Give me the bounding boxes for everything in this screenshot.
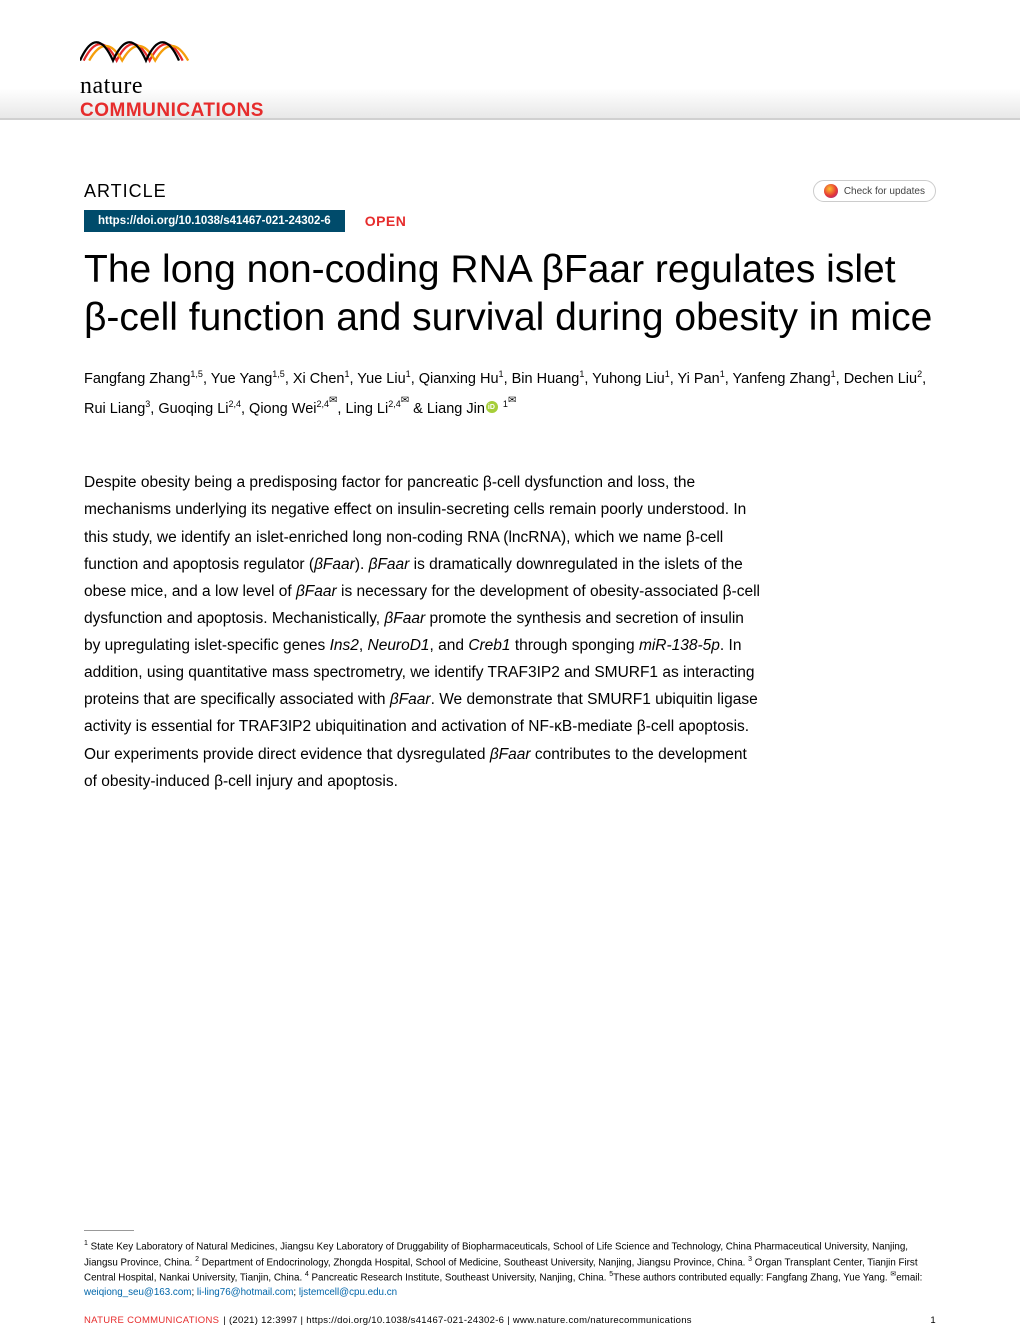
article-content: ARTICLE Check for updates https://doi.or…	[0, 120, 1020, 795]
affiliations-rule	[84, 1230, 134, 1231]
abstract: Despite obesity being a predisposing fac…	[84, 469, 764, 795]
journal-logo: nature COMMUNICATIONS	[80, 20, 264, 122]
article-label: ARTICLE	[84, 181, 167, 202]
doi-row: https://doi.org/10.1038/s41467-021-24302…	[84, 210, 936, 232]
article-title: The long non-coding RNA βFaar regulates …	[84, 246, 936, 341]
footer-journal: NATURE COMMUNICATIONS	[84, 1315, 219, 1326]
logo-wave-icon	[80, 20, 190, 70]
check-updates-label: Check for updates	[844, 186, 925, 197]
doi-link[interactable]: https://doi.org/10.1038/s41467-021-24302…	[84, 210, 345, 232]
logo-text-communications: COMMUNICATIONS	[80, 100, 264, 122]
journal-header: nature COMMUNICATIONS	[0, 0, 1020, 120]
page-footer: NATURE COMMUNICATIONS | (2021) 12:3997 |…	[84, 1315, 936, 1326]
author-list: Fangfang Zhang1,5, Yue Yang1,5, Xi Chen1…	[84, 367, 936, 421]
footer-page-number: 1	[930, 1315, 936, 1326]
check-updates-button[interactable]: Check for updates	[813, 180, 936, 202]
crossmark-icon	[824, 184, 838, 198]
affiliations-text: 1 State Key Laboratory of Natural Medici…	[84, 1239, 936, 1300]
footer-citation: | (2021) 12:3997 | https://doi.org/10.10…	[223, 1315, 692, 1326]
logo-text-nature: nature	[80, 73, 264, 100]
affiliations-block: 1 State Key Laboratory of Natural Medici…	[84, 1230, 936, 1300]
article-header-row: ARTICLE Check for updates	[84, 180, 936, 202]
open-access-label: OPEN	[365, 213, 407, 229]
